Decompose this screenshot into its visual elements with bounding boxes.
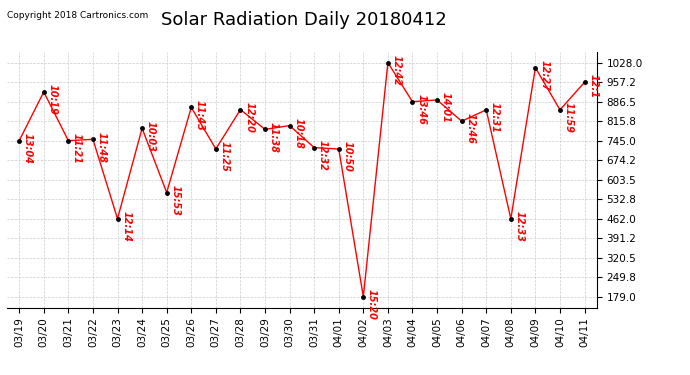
Text: Solar Radiation Daily 20180412: Solar Radiation Daily 20180412 <box>161 11 446 29</box>
Text: 15:20: 15:20 <box>367 289 377 320</box>
Text: 15:53: 15:53 <box>170 185 180 216</box>
Text: 11:43: 11:43 <box>195 100 205 130</box>
Text: 14:01: 14:01 <box>441 92 451 123</box>
Text: 13:46: 13:46 <box>416 94 426 125</box>
Text: Radiation  (W/m2): Radiation (W/m2) <box>532 20 638 30</box>
Text: 12:32: 12:32 <box>318 140 328 171</box>
Text: 11:59: 11:59 <box>564 102 573 133</box>
Text: 11:48: 11:48 <box>97 132 107 162</box>
Text: 12:1: 12:1 <box>589 75 598 99</box>
Text: 12:14: 12:14 <box>121 211 131 242</box>
Text: 10:18: 10:18 <box>293 118 304 149</box>
Text: 10:03: 10:03 <box>146 121 156 152</box>
Text: 12:20: 12:20 <box>244 102 254 133</box>
Text: 12:46: 12:46 <box>465 114 475 144</box>
Text: 13:04: 13:04 <box>23 133 33 164</box>
Text: 10:19: 10:19 <box>48 84 57 115</box>
Text: 12:27: 12:27 <box>539 60 549 91</box>
Text: 12:42: 12:42 <box>392 55 402 86</box>
Text: 12:31: 12:31 <box>490 102 500 133</box>
Text: 12:33: 12:33 <box>515 211 524 242</box>
Text: 10:50: 10:50 <box>342 141 353 172</box>
Text: 11:38: 11:38 <box>268 122 279 153</box>
Text: 11:25: 11:25 <box>219 141 230 172</box>
Text: Copyright 2018 Cartronics.com: Copyright 2018 Cartronics.com <box>7 11 148 20</box>
Text: 11:21: 11:21 <box>72 133 82 164</box>
